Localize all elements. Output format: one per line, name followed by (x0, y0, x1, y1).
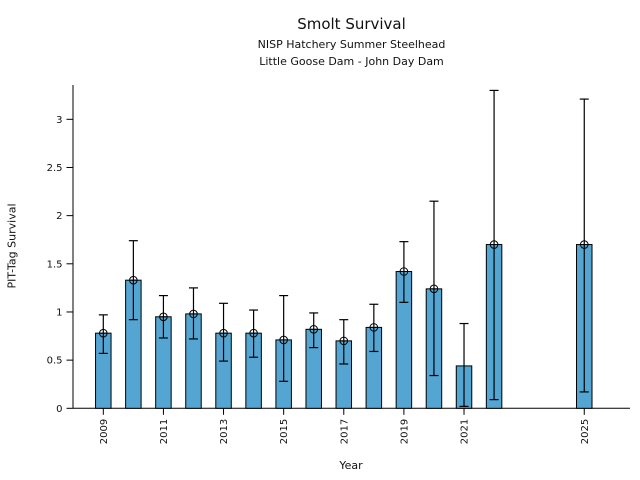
x-tick-label: 2021 (460, 419, 471, 444)
y-tick-label: 0.5 (47, 356, 63, 367)
y-tick-label: 2.5 (47, 163, 63, 174)
x-tick-label: 2019 (399, 419, 410, 444)
y-tick-label: 1.5 (47, 259, 63, 270)
chart-title: Smolt Survival (297, 15, 406, 33)
x-axis-label: Year (339, 459, 363, 472)
y-tick-label: 1 (56, 307, 62, 318)
x-tick-label: 2011 (159, 419, 170, 444)
y-tick-label: 2 (56, 211, 62, 222)
x-tick-label: 2015 (279, 419, 290, 444)
x-tick-label: 2017 (339, 419, 350, 444)
chart-subtitle-line1: NISP Hatchery Summer Steelhead (257, 38, 446, 51)
y-tick-label: 0 (56, 404, 62, 415)
y-tick-label: 3 (56, 115, 62, 126)
x-tick-label: 2013 (219, 419, 230, 444)
x-tick-label: 2009 (99, 419, 110, 444)
x-tick-label: 2025 (580, 419, 591, 444)
chart-subtitle-line2: Little Goose Dam - John Day Dam (259, 55, 444, 68)
